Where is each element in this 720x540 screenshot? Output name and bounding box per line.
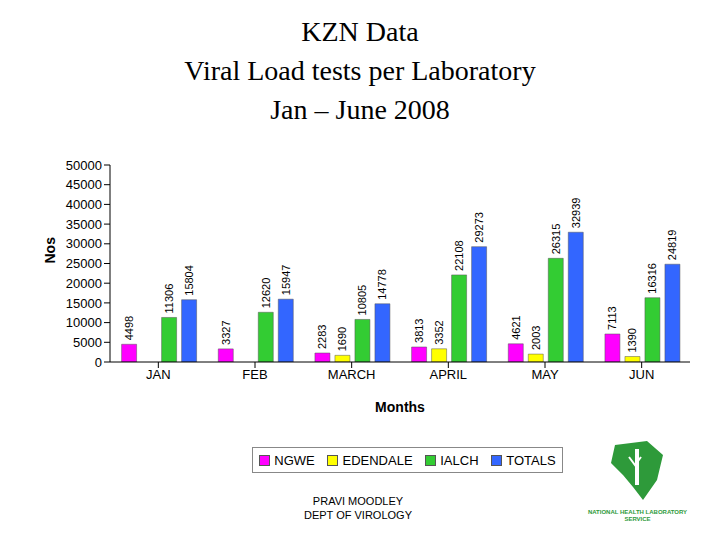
svg-text:14778: 14778 [376,269,388,300]
svg-text:JUN: JUN [629,367,654,382]
svg-text:30000: 30000 [66,236,102,251]
svg-text:7113: 7113 [606,306,618,330]
html-text:IALCH: IALCH [440,452,479,468]
svg-text:15804: 15804 [183,265,195,296]
svg-text:4621: 4621 [510,315,522,339]
html-text:TOTALS: TOTALS [506,452,556,468]
html-text:EDENDALE: EDENDALE [342,452,413,468]
svg-text:2003: 2003 [530,326,542,350]
html-text:DEPT OF VIROLOGY: DEPT OF VIROLOGY [304,509,412,521]
svg-text:FEB: FEB [242,367,267,382]
html-text:NATIONAL HEALTH LABORATORY SER: NATIONAL HEALTH LABORATORY SERVICE [587,509,688,522]
svg-text:1690: 1690 [336,327,348,351]
html-text:KZN Data: KZN Data [301,16,419,47]
svg-text:32939: 32939 [570,198,582,229]
svg-text:22108: 22108 [453,240,465,271]
svg-text:4498: 4498 [123,316,135,340]
svg-text:12620: 12620 [260,278,272,309]
svg-text:MARCH: MARCH [328,367,376,382]
svg-text:3327: 3327 [220,320,232,344]
svg-text:5000: 5000 [73,335,102,350]
svg-text:3352: 3352 [433,320,445,344]
html-text:NGWE: NGWE [274,452,315,468]
svg-text:Months: Months [375,399,425,415]
svg-text:16316: 16316 [646,263,658,294]
svg-text:3813: 3813 [413,318,425,342]
svg-text:1390: 1390 [626,328,638,352]
svg-text:50000: 50000 [66,158,102,173]
svg-text:11306: 11306 [163,284,175,314]
html-text:Jan – June 2008: Jan – June 2008 [270,94,450,125]
svg-text:24819: 24819 [666,230,678,261]
svg-text:10000: 10000 [66,315,102,330]
svg-text:29273: 29273 [473,212,485,243]
svg-text:JAN: JAN [146,367,171,382]
svg-text:0: 0 [95,355,102,370]
svg-text:26315: 26315 [550,224,562,255]
svg-text:40000: 40000 [66,197,102,212]
svg-text:25000: 25000 [66,256,102,271]
html-text:PRAVI MOODLEY: PRAVI MOODLEY [312,495,404,507]
svg-text:20000: 20000 [66,276,102,291]
svg-text:MAY: MAY [531,367,559,382]
svg-text:10805: 10805 [356,285,368,316]
svg-text:45000: 45000 [66,177,102,192]
svg-text:15000: 15000 [66,296,102,311]
svg-text:Nos: Nos [42,237,58,264]
svg-text:2283: 2283 [316,325,328,349]
svg-text:APRIL: APRIL [430,367,468,382]
svg-text:35000: 35000 [66,217,102,232]
svg-text:15947: 15947 [280,265,292,296]
html-text:Viral Load tests per Laborator: Viral Load tests per Laboratory [184,55,536,86]
